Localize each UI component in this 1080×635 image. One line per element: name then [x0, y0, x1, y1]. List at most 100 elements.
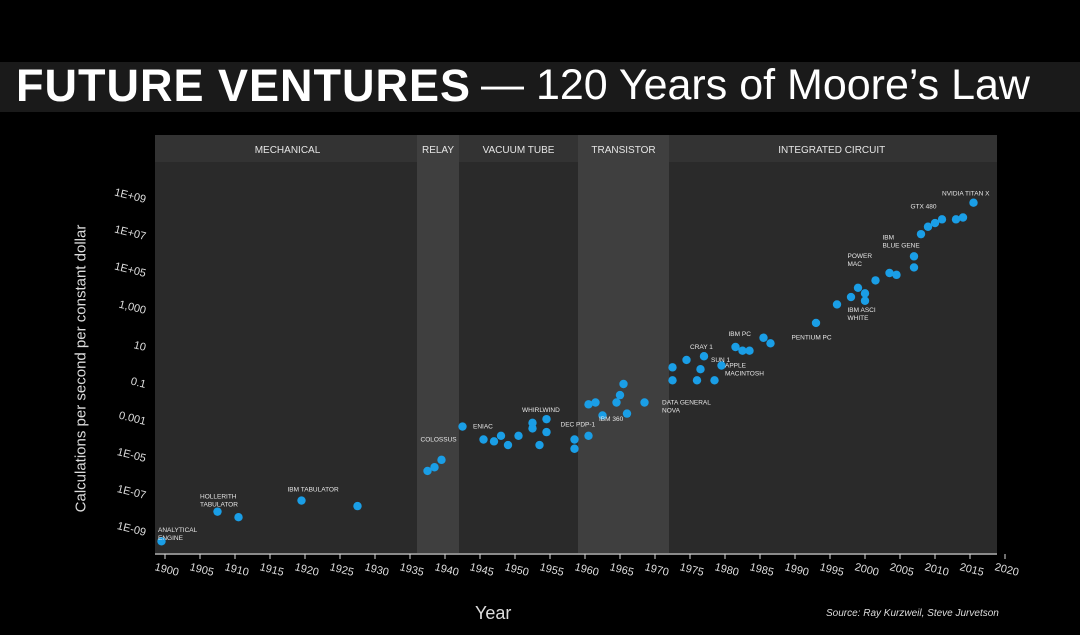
data-point-25: [612, 398, 621, 407]
data-point-52: [909, 263, 919, 272]
annotation-16: IBM BLUE GENE: [883, 235, 921, 250]
era-label-0: MECHANICAL: [255, 145, 321, 156]
data-point-4: [353, 501, 362, 511]
annotation-14: POWER MAC: [848, 253, 873, 268]
annotation-1: HOLLERITH TABULATOR: [200, 494, 238, 509]
annotation-11: DATA GENERAL NOVA: [662, 399, 711, 414]
era-band-3: [578, 135, 669, 553]
annotation-line: NVIDIA TITAN X: [942, 190, 990, 197]
x-tick-label-8: 1940: [433, 561, 460, 579]
x-tick-label-14: 1970: [643, 561, 670, 579]
y-tick-label-6: 0.001: [118, 410, 148, 428]
y-tick-label-1: 1E+07: [113, 223, 147, 242]
data-point-8: [458, 422, 467, 431]
annotation-line: BLUE GENE: [883, 243, 921, 250]
annotation-line: SUN 1: [711, 357, 731, 364]
era-label-3: TRANSISTOR: [591, 145, 655, 156]
x-tick-label-4: 1920: [293, 561, 320, 579]
x-tick-label-18: 1990: [783, 561, 810, 579]
source-note: Source: Ray Kurzweil, Steve Jurvetson: [826, 608, 999, 619]
data-point-58: [951, 215, 961, 224]
data-point-26: [615, 390, 625, 400]
era-label-4: INTEGRATED CIRCUIT: [778, 145, 885, 156]
annotation-5: WHIRLWIND: [522, 407, 560, 414]
data-point-21: [584, 431, 593, 440]
annotation-17: GTX 480: [911, 203, 937, 210]
data-point-55: [923, 222, 933, 231]
x-tick-label-23: 2015: [958, 561, 985, 579]
annotation-line: IBM PC: [729, 331, 752, 338]
data-point-34: [696, 365, 705, 374]
x-tick-label-12: 1960: [573, 561, 600, 579]
x-tick-label-22: 2010: [923, 561, 950, 579]
data-point-7: [437, 455, 446, 465]
data-point-11: [496, 431, 506, 440]
data-point-32: [682, 355, 691, 365]
data-point-54: [916, 229, 926, 239]
annotation-line: IBM TABULATOR: [288, 486, 339, 493]
x-tick-label-17: 1985: [748, 561, 775, 579]
annotation-line: PENTIUM PC: [792, 335, 832, 342]
data-point-30: [668, 376, 677, 385]
annotation-4: ENIAC: [473, 423, 493, 430]
data-point-43: [811, 318, 821, 328]
x-tick-label-10: 1950: [503, 561, 530, 579]
annotation-18: NVIDIA TITAN X: [942, 190, 990, 197]
data-point-60: [969, 198, 978, 207]
data-point-35: [699, 352, 709, 361]
data-point-49: [871, 276, 880, 285]
data-point-0: [157, 537, 166, 546]
x-tick-label-3: 1915: [258, 561, 285, 579]
annotation-6: DEC PDP-1: [561, 422, 596, 429]
data-point-56: [930, 218, 940, 228]
data-point-42: [766, 339, 775, 348]
data-point-29: [640, 398, 649, 407]
data-point-28: [622, 409, 632, 418]
era-label-1: RELAY: [422, 145, 454, 156]
data-point-44: [832, 300, 842, 309]
data-point-45: [846, 292, 856, 302]
x-tick-label-20: 2000: [853, 561, 880, 579]
data-point-38: [731, 342, 740, 352]
annotation-0: ANALYTICAL ENGINE: [158, 527, 198, 542]
data-point-41: [759, 333, 768, 342]
x-tick-label-2: 1910: [223, 561, 250, 579]
x-tick-label-13: 1965: [608, 561, 635, 579]
annotation-line: IBM: [883, 235, 895, 242]
era-band-1: [417, 135, 459, 553]
data-point-19: [570, 435, 579, 444]
x-tick-label-16: 1980: [713, 561, 740, 579]
annotation-15: IBM ASCI WHITE: [848, 307, 876, 322]
annotation-8: CRAY 1: [690, 344, 713, 351]
annotation-line: WHITE: [848, 315, 870, 322]
data-point-37: [717, 361, 726, 370]
x-tick-label-24: 2020: [993, 561, 1020, 579]
data-point-10: [489, 437, 499, 446]
annotation-line: DEC PDP-1: [561, 422, 596, 429]
annotation-13: PENTIUM PC: [792, 335, 832, 342]
annotation-line: MAC: [848, 261, 863, 268]
title-bar: [0, 62, 1080, 112]
data-point-22: [584, 400, 593, 409]
data-point-51: [892, 270, 901, 280]
era-header-strip: [155, 135, 997, 162]
data-point-47: [860, 296, 870, 305]
annotation-line: ENGINE: [158, 535, 184, 542]
brand-title: FUTURE VENTURES: [16, 60, 472, 111]
plot-area: [155, 135, 997, 553]
data-point-48: [860, 289, 870, 298]
x-tick-label-19: 1995: [818, 561, 845, 579]
annotation-2: IBM TABULATOR: [288, 486, 339, 493]
annotation-line: NOVA: [662, 407, 681, 414]
x-tick-label-21: 2005: [888, 561, 915, 579]
y-axis-label: Calculations per second per constant dol…: [72, 224, 90, 513]
data-point-59: [958, 213, 968, 222]
data-point-13: [514, 431, 523, 440]
annotation-10: APPLE MACINTOSH: [725, 362, 764, 377]
y-tick-label-8: 1E-07: [116, 483, 147, 502]
data-point-36: [710, 376, 719, 385]
annotation-line: COLOSSUS: [421, 436, 458, 443]
y-tick-label-3: 1,000: [118, 299, 148, 317]
data-point-17: [542, 427, 551, 437]
annotation-line: ENIAC: [473, 423, 493, 430]
